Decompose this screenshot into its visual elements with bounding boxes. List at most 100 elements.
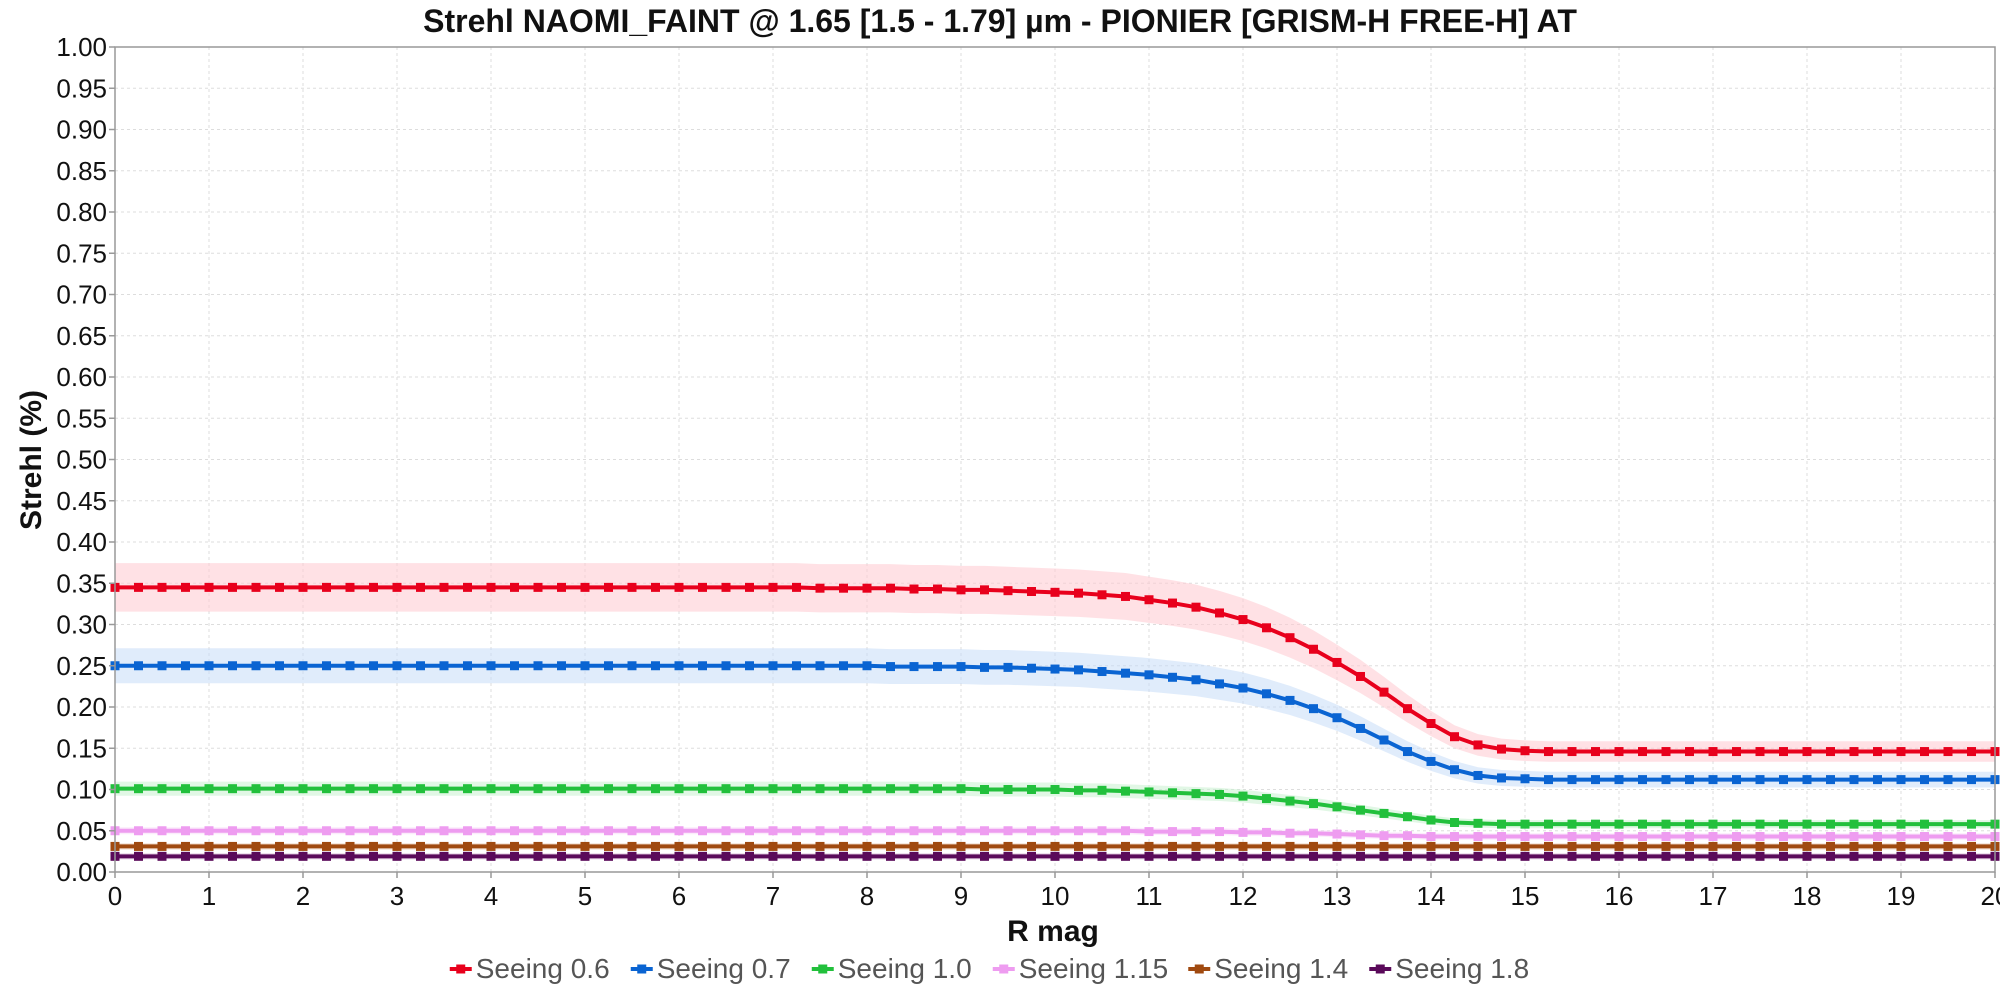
- data-point: [533, 784, 543, 794]
- data-point: [1755, 832, 1765, 842]
- chart-title: Strehl NAOMI_FAINT @ 1.65 [1.5 - 1.79] µ…: [423, 3, 1577, 39]
- data-point: [1426, 841, 1436, 851]
- data-point: [275, 826, 284, 836]
- data-point: [1426, 756, 1436, 766]
- data-point: [322, 851, 331, 861]
- x-tick-label: 5: [578, 881, 592, 911]
- data-point: [1191, 827, 1201, 837]
- data-point: [698, 582, 707, 592]
- data-point: [792, 784, 801, 794]
- data-point: [1403, 747, 1412, 757]
- data-point: [839, 583, 848, 593]
- data-point: [1379, 831, 1389, 841]
- data-point: [1849, 841, 1859, 851]
- data-point: [1097, 826, 1107, 836]
- data-point: [1191, 789, 1201, 799]
- data-point: [1826, 841, 1835, 851]
- x-tick-label: 14: [1417, 881, 1446, 911]
- data-point: [745, 841, 754, 851]
- data-point: [1755, 775, 1765, 785]
- legend-label: Seeing 0.7: [657, 953, 791, 984]
- data-point: [1285, 841, 1295, 851]
- data-point: [1755, 819, 1765, 829]
- data-point: [369, 841, 378, 851]
- data-point: [1591, 819, 1600, 829]
- data-point: [1097, 841, 1107, 851]
- data-point: [1027, 663, 1036, 673]
- data-point: [1426, 832, 1436, 842]
- data-point: [909, 851, 919, 861]
- data-point: [1309, 644, 1318, 654]
- data-point: [1168, 672, 1177, 682]
- legend-label: Seeing 0.6: [476, 953, 610, 984]
- data-point: [463, 826, 472, 836]
- y-tick-label: 0.45: [56, 486, 107, 516]
- data-point: [486, 841, 496, 851]
- data-point: [1356, 805, 1365, 815]
- data-point: [768, 784, 778, 794]
- data-point: [486, 826, 496, 836]
- data-point: [933, 662, 942, 672]
- data-point: [604, 661, 613, 671]
- data-point: [980, 841, 989, 851]
- data-point: [1497, 851, 1506, 861]
- data-point: [1050, 851, 1060, 861]
- legend-label: Seeing 1.4: [1214, 953, 1348, 984]
- data-point: [204, 582, 214, 592]
- data-point: [134, 841, 143, 851]
- data-point: [1403, 841, 1412, 851]
- x-tick-label: 6: [672, 881, 686, 911]
- data-point: [345, 841, 355, 851]
- data-point: [909, 826, 919, 836]
- data-point: [1849, 819, 1859, 829]
- data-point: [698, 851, 707, 861]
- data-point: [322, 826, 331, 836]
- data-point: [1896, 819, 1906, 829]
- data-point: [1027, 587, 1036, 596]
- data-point: [510, 851, 519, 861]
- data-point: [674, 784, 684, 794]
- data-point: [1849, 747, 1859, 757]
- data-point: [698, 784, 707, 794]
- data-point: [1050, 785, 1060, 794]
- data-point: [533, 826, 543, 836]
- data-point: [674, 582, 684, 592]
- data-point: [1168, 841, 1177, 851]
- data-point: [1802, 775, 1812, 785]
- data-point: [1050, 841, 1060, 851]
- y-tick-label: 0.15: [56, 733, 107, 763]
- data-point: [956, 662, 966, 672]
- legend-item-3: Seeing 1.15: [992, 953, 1168, 984]
- data-point: [251, 841, 261, 851]
- data-point: [251, 851, 261, 861]
- data-point: [721, 826, 731, 836]
- data-point: [1943, 747, 1953, 757]
- data-point: [745, 784, 754, 794]
- data-point: [533, 661, 543, 671]
- data-point: [1027, 826, 1036, 836]
- data-point: [439, 841, 449, 851]
- data-point: [886, 662, 895, 672]
- x-tick-label: 20: [1981, 881, 2000, 911]
- data-point: [510, 582, 519, 592]
- data-point: [721, 784, 731, 794]
- data-point: [533, 841, 543, 851]
- data-point: [439, 582, 449, 592]
- data-point: [1802, 832, 1812, 842]
- data-point: [1544, 832, 1553, 842]
- y-tick-label: 0.40: [56, 527, 107, 557]
- data-point: [1262, 841, 1271, 851]
- data-point: [1614, 819, 1624, 829]
- data-point: [204, 826, 214, 836]
- data-point: [909, 784, 919, 794]
- data-point: [1920, 775, 1929, 785]
- y-tick-label: 0.10: [56, 775, 107, 805]
- data-point: [698, 841, 707, 851]
- data-point: [322, 582, 331, 592]
- data-point: [557, 841, 566, 851]
- data-point: [1309, 828, 1318, 838]
- data-point: [1732, 851, 1741, 861]
- data-point: [1755, 841, 1765, 851]
- data-point: [651, 784, 660, 794]
- data-point: [768, 826, 778, 836]
